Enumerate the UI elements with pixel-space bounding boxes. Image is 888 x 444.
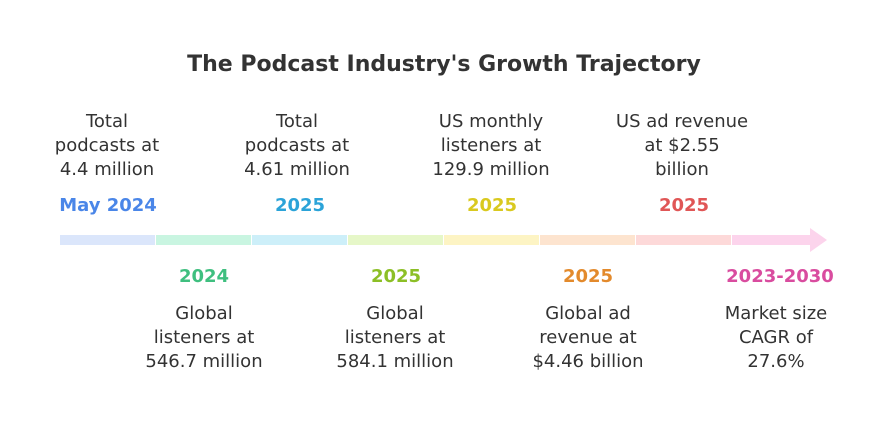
event-top-1-date: May 2024 [59, 195, 157, 216]
timeline-segment-8 [732, 235, 810, 245]
event-bottom-2-text: Global listeners at 584.1 million [336, 303, 454, 372]
event-top-2-date: 2025 [274, 195, 326, 216]
event-bottom-1-date: 2024 [178, 266, 230, 287]
timeline-segment-1 [60, 235, 155, 245]
event-bottom-1-text: Global listeners at 546.7 million [145, 303, 263, 372]
event-top-1-text: Total podcasts at 4.4 million [54, 111, 160, 180]
timeline-segment-7 [636, 235, 731, 245]
timeline-arrow-head [810, 228, 827, 252]
event-bottom-4-text: Market size CAGR of 27.6% [724, 303, 828, 372]
event-top-4-text: US ad revenue at $2.55 billion [615, 111, 749, 180]
timeline-segment-6 [540, 235, 635, 245]
event-bottom-2-date: 2025 [370, 266, 422, 287]
event-top-3-text: US monthly listeners at 129.9 million [432, 111, 550, 180]
timeline-segment-4 [348, 235, 443, 245]
page-title: The Podcast Industry's Growth Trajectory [187, 52, 701, 77]
event-bottom-3-date: 2025 [562, 266, 614, 287]
timeline-segment-5 [444, 235, 539, 245]
event-top-3-date: 2025 [466, 195, 518, 216]
event-top-2-text: Total podcasts at 4.61 million [244, 111, 350, 180]
timeline-segment-3 [252, 235, 347, 245]
timeline-segment-2 [156, 235, 251, 245]
event-bottom-4-date: 2023-2030 [726, 266, 834, 287]
event-bottom-3-text: Global ad revenue at $4.46 billion [532, 303, 644, 372]
event-top-4-date: 2025 [658, 195, 710, 216]
